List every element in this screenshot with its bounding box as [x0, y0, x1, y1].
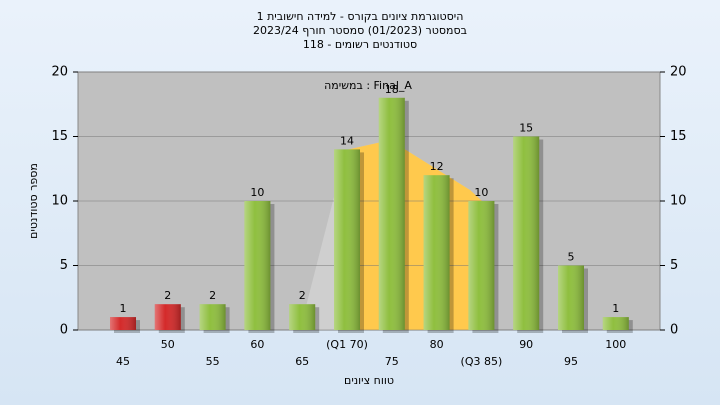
value-label: 2 — [164, 289, 171, 302]
bar-shine — [558, 265, 584, 330]
value-label: 12 — [430, 160, 444, 173]
x-tick-label: 90 — [519, 338, 533, 351]
bar-shine — [468, 201, 495, 330]
value-label: 1 — [612, 302, 619, 315]
y-tick-label: 10 — [51, 194, 68, 209]
x-tick-label: 45 — [116, 355, 130, 368]
value-label: 5 — [568, 251, 575, 264]
bar-shine — [110, 317, 136, 330]
x-tick-label: 55 — [206, 355, 220, 368]
bar-shine — [513, 136, 540, 330]
y-tick-label: 5 — [60, 258, 68, 273]
bar-shine — [378, 97, 405, 330]
bar-shine — [244, 201, 271, 330]
bar-shine — [423, 175, 450, 330]
bar-shine — [154, 304, 181, 330]
y-axis-label: מספר סטודנטים — [27, 163, 40, 239]
bar-shine — [602, 317, 629, 330]
y-tick-label: 20 — [51, 65, 68, 80]
subtitle: בסמסטר (01/2023) סמסטר חורף 2023/24 — [253, 24, 467, 37]
bar-shine — [289, 304, 316, 330]
x-tick-label: 75 — [385, 355, 399, 368]
y2-tick-label: 20 — [670, 65, 687, 80]
value-label: 15 — [519, 122, 533, 135]
value-label: 2 — [299, 289, 306, 302]
x-tick-label: 60 — [250, 338, 264, 351]
x-tick-label: (Q1 70) — [326, 338, 368, 351]
y-tick-label: 15 — [51, 129, 68, 144]
x-tick-label: 80 — [430, 338, 444, 351]
x-tick-label: 100 — [605, 338, 626, 351]
value-label: 10 — [250, 186, 264, 199]
y2-tick-label: 0 — [670, 323, 678, 338]
y2-tick-label: 10 — [670, 194, 687, 209]
value-label: 18 — [385, 83, 399, 96]
value-label: 1 — [120, 302, 127, 315]
y2-tick-label: 15 — [670, 129, 687, 144]
x-tick-label: 95 — [564, 355, 578, 368]
subtitle: סטודנטים רשומים - 118 — [303, 38, 417, 51]
value-label: 10 — [474, 186, 488, 199]
y-tick-label: 0 — [60, 323, 68, 338]
x-axis-label: טווח ציונים — [344, 374, 394, 387]
x-tick-label: (Q3 85) — [461, 355, 503, 368]
chart-title: היסטוגרמת ציונים בקורס - למידה חישובית 1 — [257, 10, 464, 23]
x-tick-label: 50 — [161, 338, 175, 351]
bar-shine — [334, 149, 360, 330]
x-tick-label: 65 — [295, 355, 309, 368]
annotation: במשימה : Final_A — [324, 79, 412, 92]
bar-shine — [199, 304, 226, 330]
value-label: 14 — [340, 134, 354, 147]
value-label: 2 — [209, 289, 216, 302]
y2-tick-label: 5 — [670, 258, 678, 273]
